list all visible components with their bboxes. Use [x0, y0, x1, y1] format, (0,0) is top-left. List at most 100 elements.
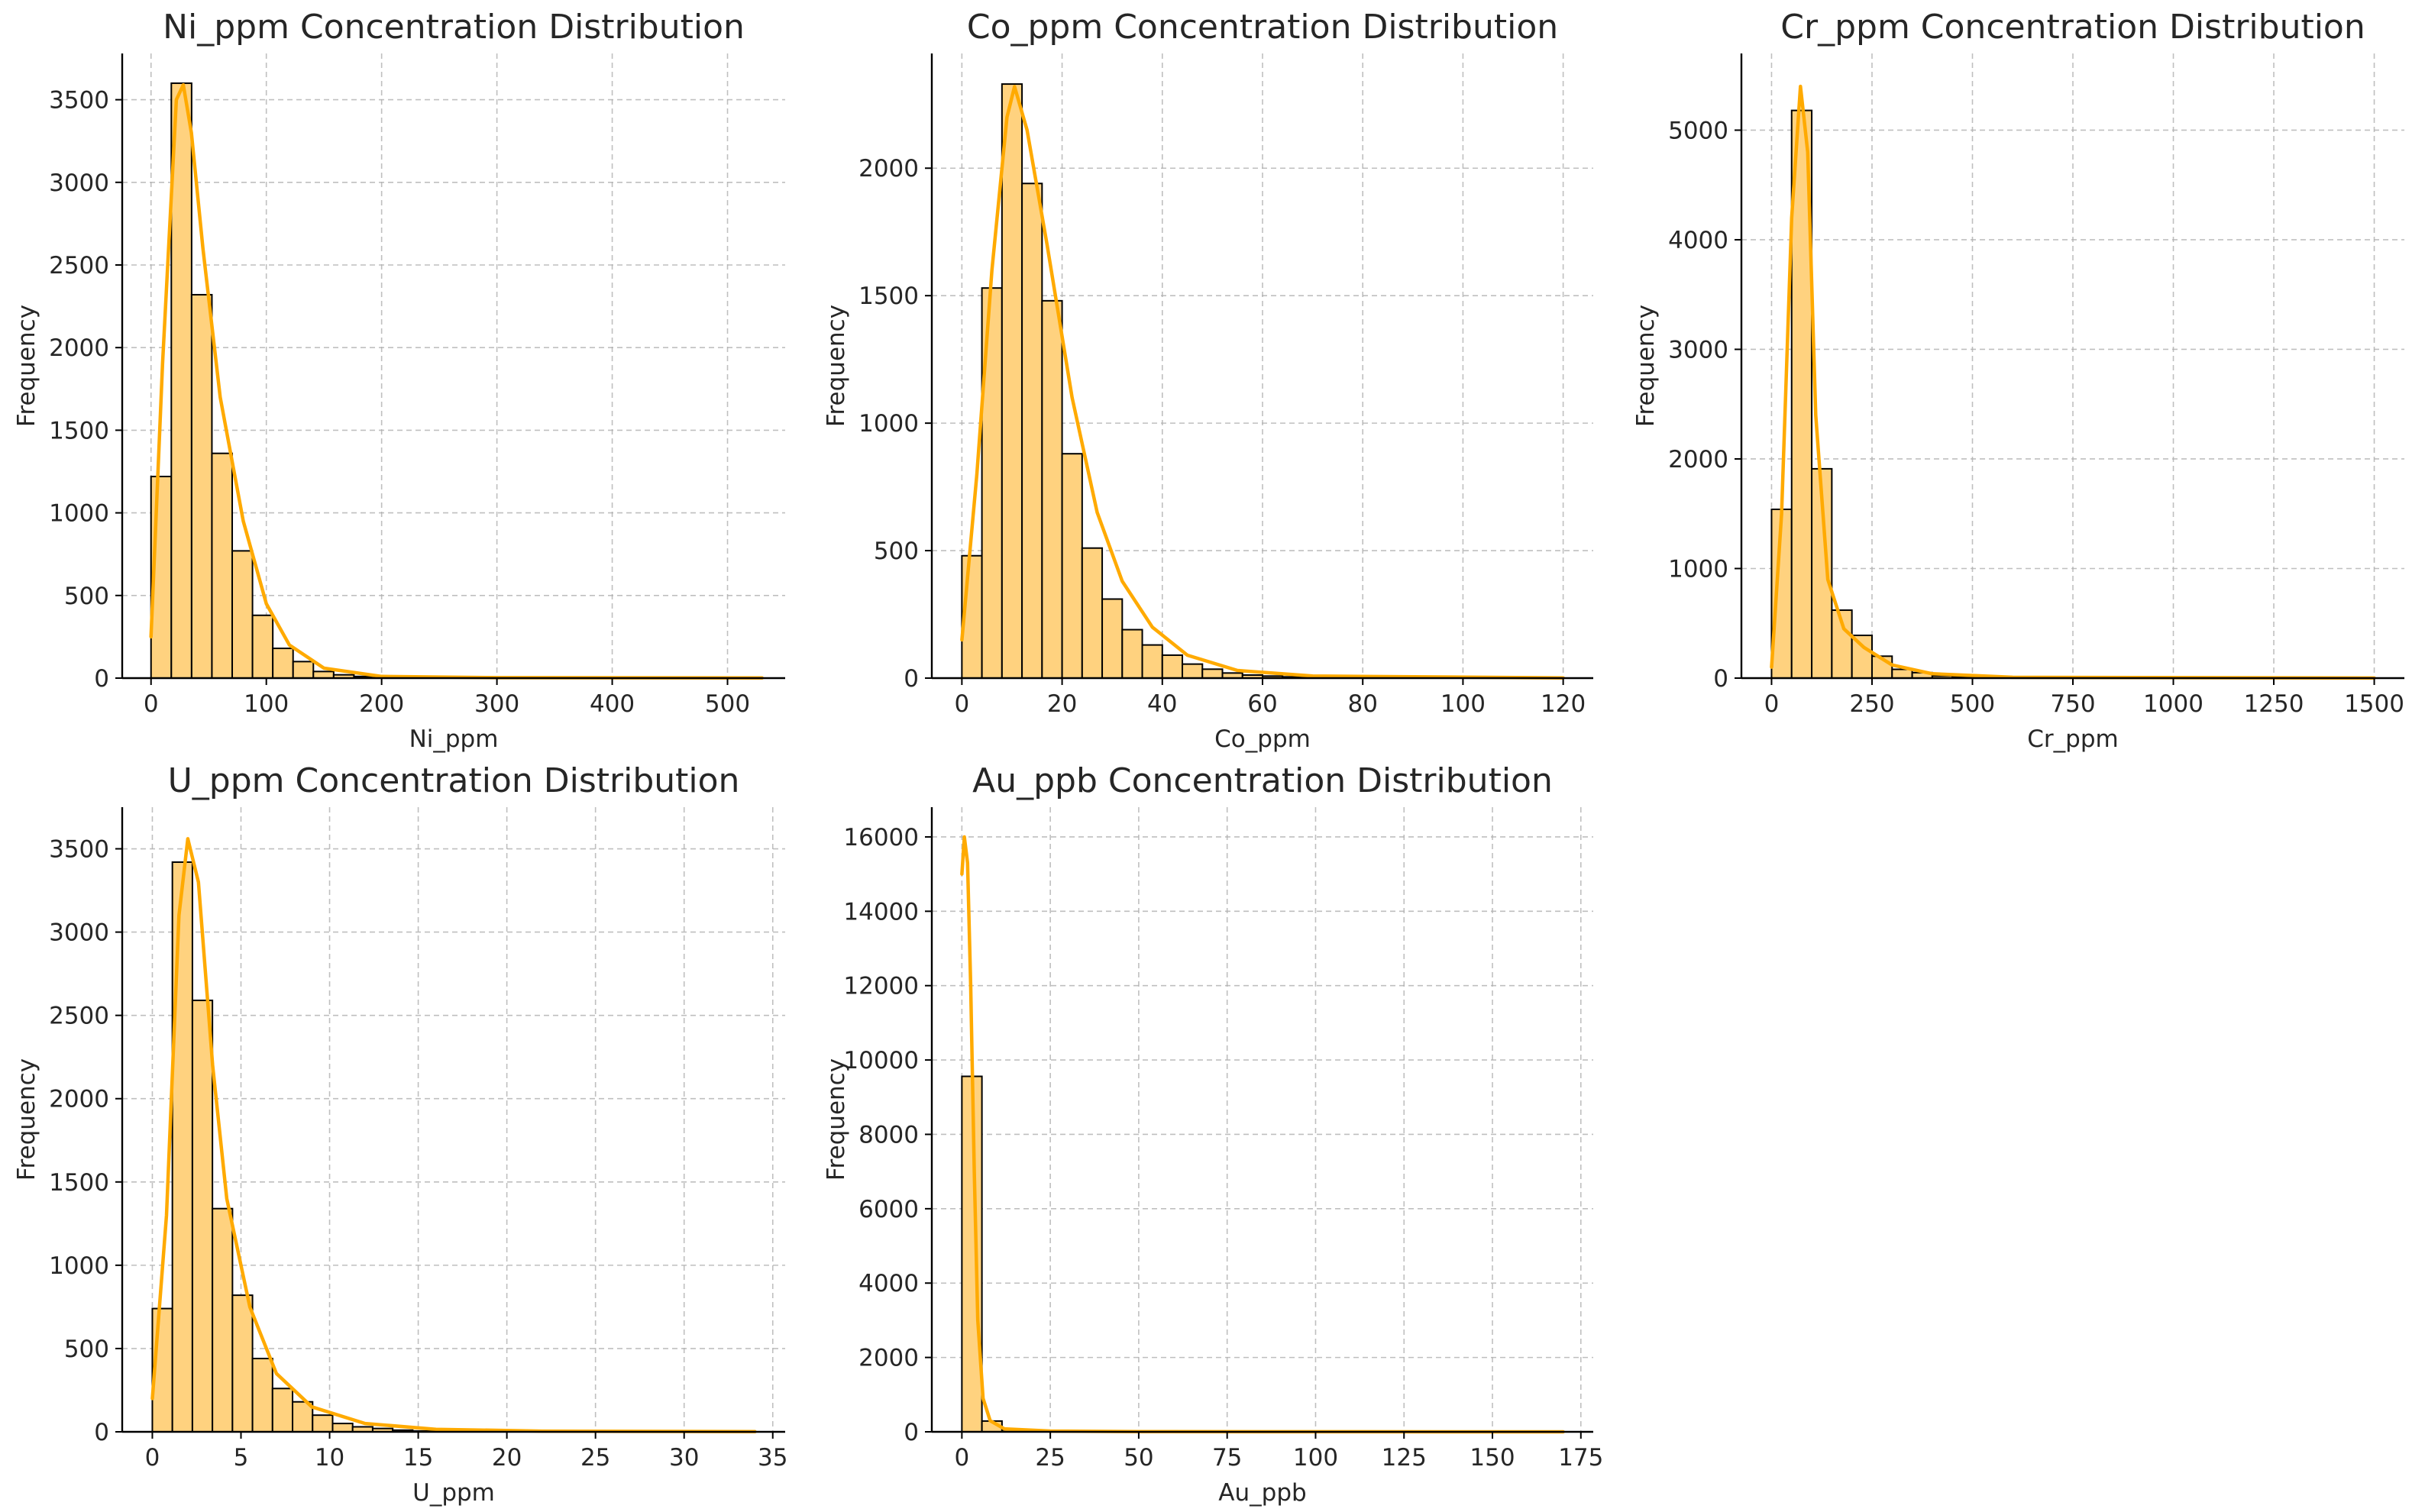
x-tick-label: 5	[234, 1444, 249, 1472]
histogram-bar	[170, 82, 192, 679]
x-axis-label: Cr_ppm	[2027, 725, 2118, 753]
y-tick-label: 6000	[858, 1196, 919, 1223]
histogram-bar	[312, 670, 335, 680]
histogram-bar	[271, 1388, 294, 1433]
x-tick-label: 1250	[2244, 690, 2304, 718]
histogram-bar	[212, 1207, 234, 1433]
histogram-bar	[1141, 644, 1163, 680]
histogram-bar	[1001, 83, 1023, 679]
y-axis-label: Frequency	[1632, 305, 1660, 427]
histogram-bar	[1891, 668, 1913, 679]
chart-title: U_ppm Concentration Distribution	[168, 761, 740, 800]
y-tick-label: 10000	[843, 1047, 919, 1074]
chart-title: Ni_ppm Concentration Distribution	[163, 8, 745, 47]
chart-panel-2: 0 20 40 60 80 100 120 0 500 1000 1500 2000 Co_ppm Co…	[823, 8, 1593, 753]
x-tick-label: 60	[1247, 690, 1277, 718]
y-tick-label: 1000	[858, 410, 919, 438]
y-tick-label: 2500	[49, 252, 109, 279]
y-tick-label: 1000	[49, 500, 109, 528]
x-tick-label: 10	[315, 1444, 344, 1472]
histogram-bar	[1081, 547, 1104, 680]
histogram-bar	[231, 1294, 254, 1433]
histogram-bar	[292, 1401, 314, 1433]
x-tick-label: 500	[705, 690, 750, 718]
chart-panel-1: 0 100 200 300 400 500 0 500 1000 1500 2000 2500 3000…	[13, 8, 785, 753]
chart-panel-5: 0 25 50 75 100 125 150 175 0 2000 4000 6000 8000 1000…	[823, 761, 1603, 1507]
y-tick-label: 1000	[1668, 555, 1728, 583]
y-tick-label: 500	[64, 583, 109, 610]
x-tick-label: 0	[144, 690, 159, 718]
y-tick-label: 3000	[49, 170, 109, 197]
histogram-bar	[1021, 183, 1043, 680]
histogram-bar	[251, 614, 274, 680]
x-tick-label: 300	[474, 690, 519, 718]
histogram-bar	[312, 1414, 334, 1433]
y-tick-label: 2500	[49, 1003, 109, 1030]
x-tick-label: 1000	[2143, 690, 2204, 718]
x-tick-label: 30	[669, 1444, 699, 1472]
y-tick-label: 8000	[858, 1121, 919, 1149]
x-tick-label: 35	[758, 1444, 787, 1472]
histogram-bar	[1041, 299, 1063, 679]
y-tick-label: 3000	[1668, 336, 1728, 363]
x-tick-label: 40	[1147, 690, 1177, 718]
x-tick-label: 100	[244, 690, 289, 718]
y-tick-label: 1500	[49, 417, 109, 444]
x-tick-label: 125	[1382, 1444, 1427, 1472]
histogram-bar	[1851, 635, 1873, 679]
x-tick-label: 0	[1764, 690, 1780, 718]
x-tick-label: 120	[1541, 690, 1586, 718]
y-axis-label: Frequency	[823, 1058, 850, 1181]
x-axis-label: Ni_ppm	[409, 725, 499, 753]
histogram-bar	[272, 648, 294, 679]
x-tick-label: 25	[1035, 1444, 1065, 1472]
y-tick-label: 0	[94, 1419, 109, 1446]
y-tick-label: 0	[1713, 665, 1728, 693]
x-tick-label: 400	[590, 690, 635, 718]
chart-panel-3: 0 250 500 750 1000 1250 1500 0 1000 2000 3000 4000 5…	[1632, 8, 2404, 753]
x-tick-label: 80	[1347, 690, 1377, 718]
x-tick-label: 20	[1047, 690, 1077, 718]
x-tick-label: 1500	[2344, 690, 2404, 718]
histogram-bar	[251, 1358, 273, 1433]
x-tick-label: 250	[1849, 690, 1894, 718]
histogram-bar	[1182, 663, 1204, 679]
y-tick-label: 3500	[49, 836, 109, 864]
x-tick-label: 500	[1950, 690, 1995, 718]
x-tick-label: 50	[1124, 1444, 1153, 1472]
chart-title: Co_ppm Concentration Distribution	[967, 8, 1558, 47]
x-tick-label: 15	[403, 1444, 433, 1472]
y-tick-label: 0	[94, 665, 109, 693]
histogram-bar	[1121, 628, 1143, 680]
x-tick-label: 20	[492, 1444, 522, 1472]
chart-panel-4: 0 5 10 15 20 25 30 35 0 500 1000 1500 2000 2500 3000 35…	[13, 761, 787, 1507]
histogram-bar	[1201, 668, 1224, 679]
y-tick-label: 5000	[1668, 117, 1728, 144]
chart-title: Cr_ppm Concentration Distribution	[1780, 8, 2365, 47]
x-tick-label: 100	[1293, 1444, 1338, 1472]
kde-curve	[149, 82, 765, 680]
histogram-bar	[1101, 598, 1124, 680]
y-tick-label: 3000	[49, 919, 109, 947]
histogram-bar	[1161, 654, 1184, 680]
y-tick-label: 500	[874, 538, 919, 565]
y-tick-label: 500	[64, 1336, 109, 1363]
x-tick-label: 75	[1212, 1444, 1242, 1472]
x-tick-label: 150	[1470, 1444, 1515, 1472]
histogram-bar	[190, 293, 213, 679]
y-tick-label: 1000	[49, 1252, 109, 1280]
y-tick-label: 1500	[858, 283, 919, 310]
histogram-bar	[1061, 453, 1083, 679]
x-tick-label: 25	[580, 1444, 610, 1472]
x-axis-label: U_ppm	[412, 1479, 495, 1507]
y-tick-label: 3500	[49, 87, 109, 115]
x-axis-label: Co_ppm	[1214, 725, 1311, 753]
y-tick-label: 0	[904, 665, 919, 693]
y-axis-label: Frequency	[13, 305, 40, 427]
x-tick-label: 0	[145, 1444, 160, 1472]
kde-curve	[150, 837, 757, 1434]
histogram-bar	[191, 1000, 214, 1433]
y-tick-label: 4000	[858, 1270, 919, 1297]
x-tick-label: 750	[2050, 690, 2095, 718]
